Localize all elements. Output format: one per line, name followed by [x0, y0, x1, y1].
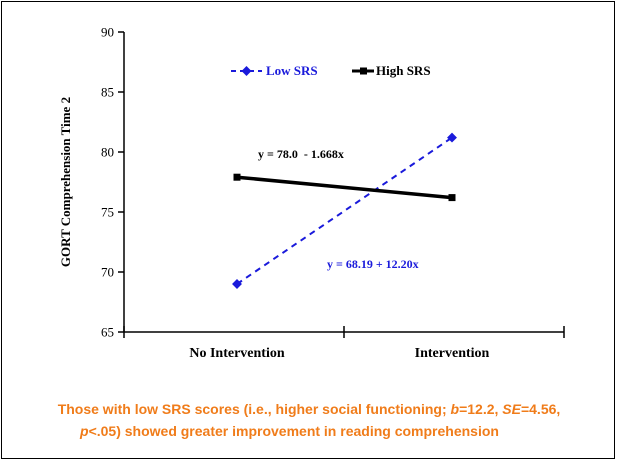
x-ticks [123, 326, 565, 338]
y-ticks: 65 70 75 80 85 90 [101, 25, 124, 340]
y-tick-label: 90 [101, 25, 114, 40]
data-point-high-srs-1 [448, 194, 456, 202]
data-point-low-srs-1 [447, 132, 457, 143]
high-equation-annotation: y = 78.0 - 1.668x [258, 147, 344, 161]
legend-high-marker [360, 67, 367, 75]
legend-high-label: High SRS [376, 63, 431, 78]
y-axis-label: GORT Comprehension Time 2 [58, 97, 73, 267]
caption-text-2: <.05) showed greater improvement in read… [88, 423, 499, 439]
x-category-label-1: Intervention [415, 346, 490, 361]
legend-low-label: Low SRS [266, 63, 318, 78]
low-equation-annotation: y = 68.19 + 12.20x [327, 257, 419, 271]
caption-se-symbol: SE [502, 401, 521, 417]
caption-line-1: Those with low SRS scores (i.e., higher … [0, 398, 618, 420]
y-tick-label: 65 [101, 325, 114, 340]
y-tick-label: 80 [101, 145, 114, 160]
caption-p-symbol: p [80, 423, 89, 439]
caption-text-1a: Those with low SRS scores (i.e., higher … [57, 401, 451, 417]
data-point-high-srs-0 [233, 173, 241, 181]
series-line-high-srs [236, 175, 453, 200]
caption-b-symbol: b [450, 401, 460, 417]
series-layer [232, 132, 457, 289]
y-tick-label: 70 [101, 265, 114, 280]
data-point-low-srs-0 [232, 279, 242, 289]
y-tick-label: 85 [101, 85, 114, 100]
y-tick-label: 75 [101, 205, 114, 220]
x-category-label-0: No Intervention [189, 346, 284, 361]
caption-text-1c: =4.56, [520, 401, 561, 417]
caption: Those with low SRS scores (i.e., higher … [0, 398, 618, 442]
caption-line-2: p<.05) showed greater improvement in rea… [0, 420, 618, 442]
legend: Low SRS High SRS [231, 63, 431, 78]
legend-low-marker [241, 66, 252, 76]
caption-text-1b: =12.2, [459, 401, 503, 417]
